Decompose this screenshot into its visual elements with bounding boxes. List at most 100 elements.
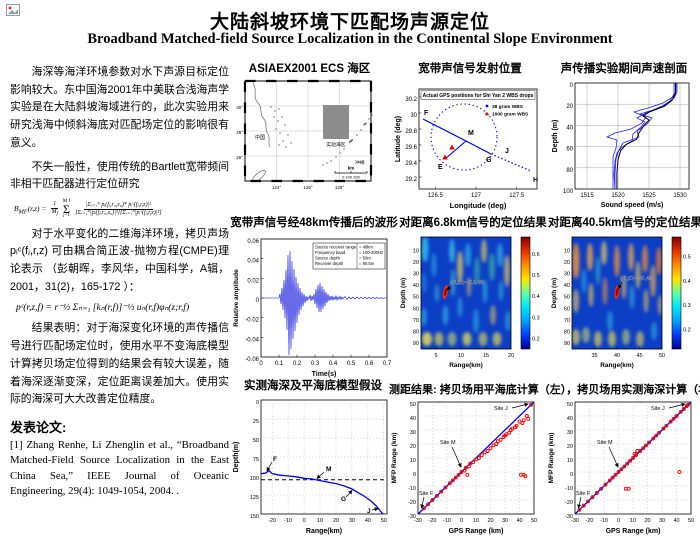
tick-label: 40: [567, 416, 573, 422]
svg-text:Site M: Site M: [597, 440, 613, 446]
tick-label: 20: [508, 353, 514, 359]
tick-label: 0.2: [683, 328, 691, 334]
tick-label: 0.06: [247, 239, 259, 245]
tick-label: 0.3: [532, 315, 540, 321]
svg-text:H: H: [533, 177, 538, 184]
gps-vs-mfp-points: [421, 402, 534, 511]
tick-label: 20: [487, 518, 493, 524]
tick-label: 40: [566, 125, 573, 131]
mfp2-x-ticks: 35 40 45 50: [591, 353, 665, 359]
experiment-area-box: [323, 105, 349, 139]
data-point: [474, 457, 478, 462]
data-point: [507, 430, 512, 435]
data-point: [495, 439, 500, 444]
data-point: [610, 475, 615, 480]
tick-label: 0.6: [365, 361, 374, 367]
tick-label: 80: [566, 168, 573, 174]
tick-label: 0.2: [532, 336, 540, 342]
gps-ylabel: Latitude (deg): [395, 116, 402, 162]
page-subtitle: Broadband Matched-field Source Localizat…: [87, 31, 613, 47]
mfp1-ylabel: Depth (m): [400, 278, 407, 308]
tick-label: 50: [381, 518, 387, 524]
svg-text:Source receiver range: Source receiver range: [315, 245, 357, 250]
tick-label: 50: [688, 518, 694, 524]
range-results-heading: 测距结果: 拷贝场用平海底计算（左），拷贝场用实测海深计算（右）: [389, 384, 700, 396]
data-point: [447, 481, 452, 486]
scatter-ylabel: MFP Range (km): [391, 433, 398, 484]
scatter-x-ticks: -30 -20 -10 0 10 20 30 40 50: [414, 518, 537, 524]
data-point: [631, 456, 635, 460]
tick-label: 1515: [580, 193, 594, 199]
wave-info-box: Source receiver range Frequency band Sou…: [312, 242, 386, 270]
track-line-me: [444, 140, 467, 160]
tick-label: 30.2: [405, 97, 417, 103]
svg-text:1000 gram WBS: 1000 gram WBS: [492, 112, 529, 118]
data-point: [628, 458, 633, 463]
tick-label: 127: [471, 193, 482, 199]
track-line-solid: [422, 118, 492, 155]
tick-label: 100: [563, 189, 574, 195]
tick-label: -10: [408, 486, 416, 492]
tick-label: 0: [460, 518, 463, 524]
waveform-chart: Source receiver range Frequency band Sou…: [233, 238, 392, 378]
tick-label: 29.4: [405, 161, 417, 167]
mfp2-ylabel: Depth (m): [551, 278, 558, 308]
svg-text:= 90.5m: = 90.5m: [359, 261, 375, 266]
data-point: [456, 472, 461, 477]
data-point: [616, 470, 621, 474]
tick-label: 30°: [236, 105, 243, 110]
figure-mfp2-title: 对距离40.5km信号的定位结果: [548, 217, 700, 229]
tick-label: 30: [567, 430, 573, 436]
okinawa-label: 冲绳: [355, 159, 365, 166]
tick-label: 40: [413, 283, 419, 289]
svg-text:= 50m: = 50m: [359, 256, 371, 261]
tick-label: 35: [591, 353, 597, 359]
tick-label: 0.5: [683, 255, 691, 261]
data-point: [678, 409, 683, 414]
drop-circle: [430, 103, 498, 171]
data-point: [510, 426, 515, 431]
mfp1-annotation: (r0,z0)=(6.9,48): [450, 280, 485, 286]
svg-text:Site J: Site J: [651, 406, 665, 412]
measured-depth-line: [260, 469, 384, 515]
tick-label: 0: [256, 298, 260, 304]
coastline-china: [252, 82, 271, 148]
data-point: [641, 446, 646, 451]
ssp-y-ticks: 0 20 40 60 80 100: [563, 83, 574, 195]
svg-text:F: F: [273, 456, 277, 463]
scatter-y-ticks: -30 -20 -10 0 10 20 30 40 50: [408, 402, 416, 520]
gps-x-ticks: 126.5 127 127.5: [428, 193, 525, 199]
data-point: [686, 402, 691, 407]
data-point: [657, 430, 662, 435]
tick-label: 1525: [642, 193, 656, 199]
tick-label: 10: [564, 249, 570, 255]
svg-text:G: G: [341, 496, 346, 503]
ssp-mean-profile: [616, 83, 676, 189]
tick-label: 0.3: [311, 361, 320, 367]
tick-label: 45: [636, 353, 642, 359]
abstract-column: 海深等海洋环境参数对水下声源目标定位影响较大。东中国海2001年中美联合浅海声学…: [10, 64, 229, 499]
tick-label: 0.1: [275, 361, 284, 367]
paragraph-cmpe: 对于水平变化的二维海洋环境，拷贝声场 pᵢᶜ(fⱼ,r,z) 可由耦合简正波-抛…: [10, 227, 229, 293]
tick-label: 15: [483, 353, 489, 359]
tick-label: 10: [410, 458, 416, 464]
annotation-arrow: [446, 285, 452, 291]
tick-label: 28°: [236, 130, 243, 135]
data-point: [485, 449, 490, 453]
map-lat-ticks: 30° 28° 26°: [236, 105, 243, 160]
tick-label: 50: [567, 402, 573, 408]
svg-text:G: G: [486, 157, 492, 164]
paragraph-bartlett: 不失一般性，使用传统的Bartlett宽带频间非相干匹配器进行定位研究: [10, 160, 229, 191]
tick-label: -20: [408, 500, 416, 506]
data-point: [450, 478, 455, 483]
mainland-label: 中国: [255, 134, 265, 141]
tick-label: -30: [414, 518, 422, 524]
mfp2-chart: (r0,z0)=(40,48) 0.5 0.4 0.3 0.2 35 40 45 50 10…: [551, 236, 691, 369]
tick-label: 90: [413, 341, 419, 347]
map-neatline: [243, 79, 373, 183]
figure-map-title: ASIAEX2001 ECS 海区: [248, 63, 371, 75]
tick-label: 75: [253, 457, 259, 463]
svg-text:Site F: Site F: [576, 491, 591, 497]
tick-label: 50: [531, 518, 537, 524]
